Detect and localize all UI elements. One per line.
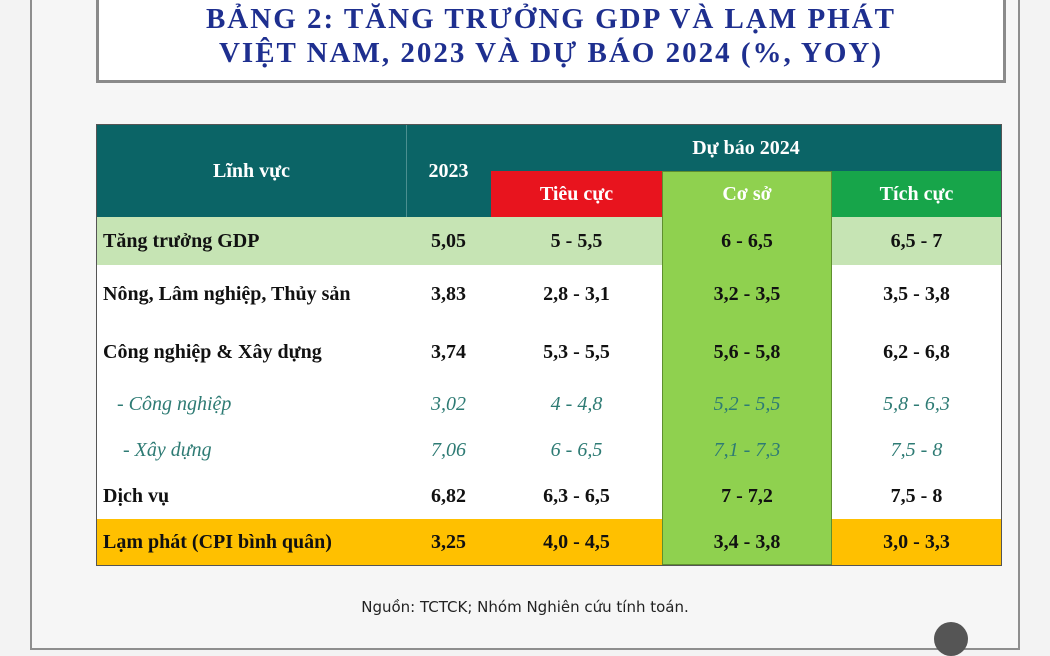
header-sector: Lĩnh vực [212, 159, 291, 182]
header-positive: Tích cực [879, 182, 954, 205]
row-industry-base: 5,2 - 5,5 [713, 392, 781, 415]
row-industry-negative: 4 - 4,8 [550, 392, 603, 415]
row-construction-base: 7,1 - 7,3 [713, 438, 781, 461]
row-agriculture-negative: 2,8 - 3,1 [543, 282, 610, 305]
row-gdp-2023: 5,05 [431, 229, 466, 252]
row-gdp-negative: 5 - 5,5 [550, 229, 603, 252]
row-services-label: Dịch vụ [103, 484, 170, 507]
row-industry-construction-base: 5,6 - 5,8 [713, 340, 781, 363]
row-industry-2023: 3,02 [431, 392, 466, 415]
row-construction-negative: 6 - 6,5 [550, 438, 603, 461]
header-positive-bg [832, 171, 1001, 217]
gdp-row-bg [97, 217, 1001, 265]
source-note: Nguồn: TCTCK; Nhóm Nghiên cứu tính toán. [361, 598, 689, 616]
header-sector-bg [97, 171, 491, 217]
row-industry-construction-negative: 5,3 - 5,5 [543, 340, 610, 363]
row-industry-label: - Công nghiệp [117, 392, 232, 415]
header-base: Cơ sở [722, 182, 772, 205]
row-construction-positive: 7,5 - 8 [890, 438, 943, 461]
forecast-table: Lĩnh vực 2023 Dự báo 2024 Tiêu cực Cơ sở… [96, 124, 1002, 566]
title-line-1: BẢNG 2: TĂNG TRƯỞNG GDP VÀ LẠM PHÁT [205, 3, 897, 35]
row-cpi-base: 3,4 - 3,8 [713, 530, 781, 553]
base-scenario-column [662, 171, 832, 565]
row-industry-construction-2023: 3,74 [431, 340, 466, 363]
row-gdp-base: 6 - 6,5 [721, 229, 773, 252]
header-forecast-2024: Dự báo 2024 [692, 136, 800, 159]
row-cpi-negative: 4,0 - 4,5 [543, 530, 610, 553]
row-agriculture-2023: 3,83 [431, 282, 466, 305]
title-box: BẢNG 2: TĂNG TRƯỞNG GDP VÀ LẠM PHÁT VIỆT… [96, 0, 1006, 83]
row-cpi-positive: 3,0 - 3,3 [883, 530, 950, 553]
row-construction-2023: 7,06 [431, 438, 466, 461]
row-industry-construction-label: Công nghiệp & Xây dựng [103, 340, 322, 363]
row-services-2023: 6,82 [431, 484, 466, 507]
title-line-2: VIỆT NAM, 2023 VÀ DỰ BÁO 2024 (%, YOY) [218, 37, 884, 69]
row-cpi-label: Lạm phát (CPI bình quân) [103, 530, 332, 553]
row-agriculture-base: 3,2 - 3,5 [713, 282, 781, 305]
header-2023: 2023 [428, 159, 469, 182]
row-gdp-label: Tăng trưởng GDP [103, 229, 260, 252]
row-cpi-2023: 3,25 [431, 530, 466, 553]
row-industry-positive: 5,8 - 6,3 [883, 392, 950, 415]
row-industry-construction-positive: 6,2 - 6,8 [883, 340, 950, 363]
corner-button[interactable] [934, 622, 968, 656]
row-gdp-positive: 6,5 - 7 [890, 229, 943, 252]
row-agriculture-label: Nông, Lâm nghiệp, Thủy sản [103, 282, 351, 305]
row-services-base: 7 - 7,2 [721, 484, 773, 507]
header-negative-bg [491, 171, 662, 217]
header-band [97, 125, 1001, 171]
header-negative: Tiêu cực [539, 182, 614, 205]
cpi-row-bg [97, 519, 1001, 565]
header-divider [406, 125, 407, 217]
row-construction-label: - Xây dựng [123, 438, 212, 461]
row-services-negative: 6,3 - 6,5 [543, 484, 610, 507]
row-services-positive: 7,5 - 8 [890, 484, 943, 507]
row-agriculture-positive: 3,5 - 3,8 [883, 282, 950, 305]
